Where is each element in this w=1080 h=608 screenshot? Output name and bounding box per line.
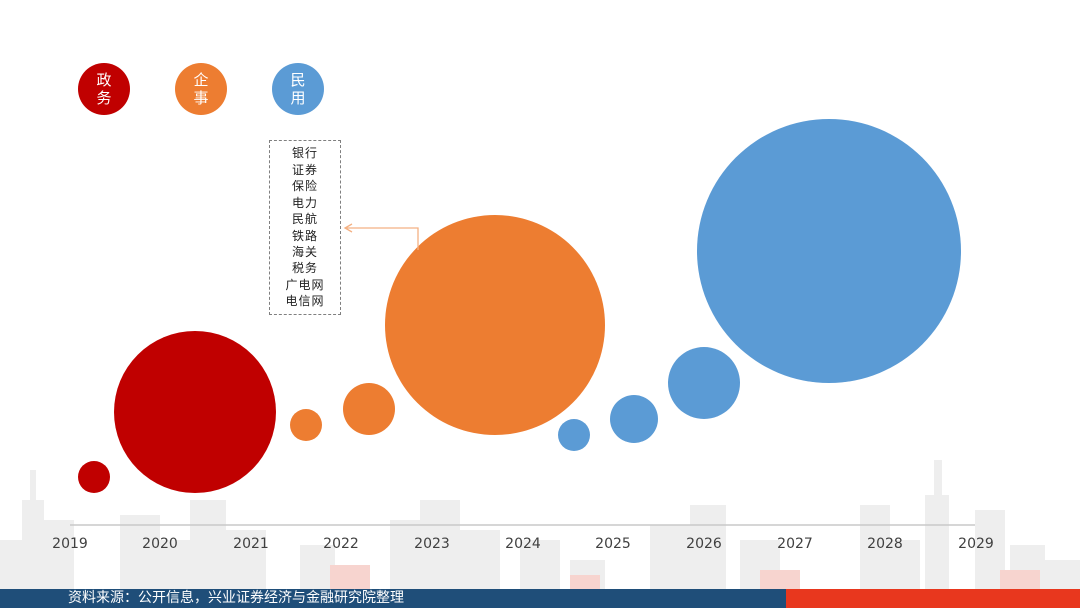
- year-label: 2025: [595, 536, 631, 552]
- callout-item: 海关: [291, 244, 318, 259]
- bubble: [290, 409, 322, 441]
- callout-item: 广电网: [285, 277, 325, 292]
- year-label: 2027: [777, 536, 813, 552]
- legend-enterprise: 企事: [175, 63, 227, 115]
- bubbles: [78, 119, 961, 493]
- callout-item: 税务: [291, 261, 318, 276]
- industry-callout: 银行 证券 保险 电力 民航 铁路 海关 税务 广电网 电信网: [269, 140, 341, 315]
- callout-item: 电信网: [285, 294, 325, 309]
- footer-bar: 资料来源：公开信息，兴业证券经济与金融研究院整理: [0, 589, 1080, 608]
- year-label: 2028: [867, 536, 903, 552]
- callout-item: 银行: [291, 146, 318, 161]
- year-label: 2019: [52, 536, 88, 552]
- bubble: [668, 347, 740, 419]
- bubble: [114, 331, 276, 493]
- callout-item: 民航: [291, 212, 318, 227]
- bubble: [385, 215, 605, 435]
- legend-government: 政务: [78, 63, 130, 115]
- bubble: [558, 419, 590, 451]
- bubble: [697, 119, 961, 383]
- callout-item: 保险: [291, 179, 318, 194]
- callout-item: 电力: [291, 195, 318, 210]
- year-label: 2021: [233, 536, 269, 552]
- callout-item: 证券: [291, 162, 318, 177]
- legend-label: 企事: [193, 71, 209, 107]
- legend-label: 政务: [96, 71, 112, 107]
- year-label: 2023: [414, 536, 450, 552]
- footer-accent-band: [786, 589, 1080, 608]
- year-label: 2020: [142, 536, 178, 552]
- footer-source-band: 资料来源：公开信息，兴业证券经济与金融研究院整理: [0, 589, 786, 608]
- year-label: 2029: [958, 536, 994, 552]
- year-label: 2022: [323, 536, 359, 552]
- legend-label: 民用: [290, 71, 306, 107]
- bubble: [343, 383, 395, 435]
- bubble: [610, 395, 658, 443]
- callout-item: 铁路: [291, 228, 318, 243]
- source-note: 资料来源：公开信息，兴业证券经济与金融研究院整理: [68, 590, 404, 606]
- year-label: 2024: [505, 536, 541, 552]
- bubble: [78, 461, 110, 493]
- legend-civil: 民用: [272, 63, 324, 115]
- callout-connector: [343, 223, 419, 250]
- year-label: 2026: [686, 536, 722, 552]
